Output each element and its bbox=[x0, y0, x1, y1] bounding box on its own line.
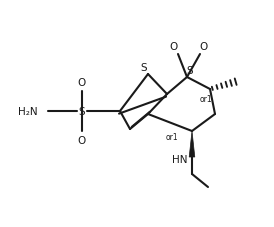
Text: O: O bbox=[170, 42, 178, 52]
Text: or1: or1 bbox=[165, 132, 178, 141]
Text: O: O bbox=[78, 78, 86, 88]
Text: or1: or1 bbox=[200, 94, 213, 103]
Text: O: O bbox=[200, 42, 208, 52]
Text: S: S bbox=[141, 63, 147, 73]
Text: S: S bbox=[187, 66, 193, 76]
Text: O: O bbox=[78, 135, 86, 145]
Text: HN: HN bbox=[173, 154, 188, 164]
Polygon shape bbox=[189, 131, 195, 157]
Text: H₂N: H₂N bbox=[18, 106, 38, 116]
Text: S: S bbox=[79, 106, 85, 116]
